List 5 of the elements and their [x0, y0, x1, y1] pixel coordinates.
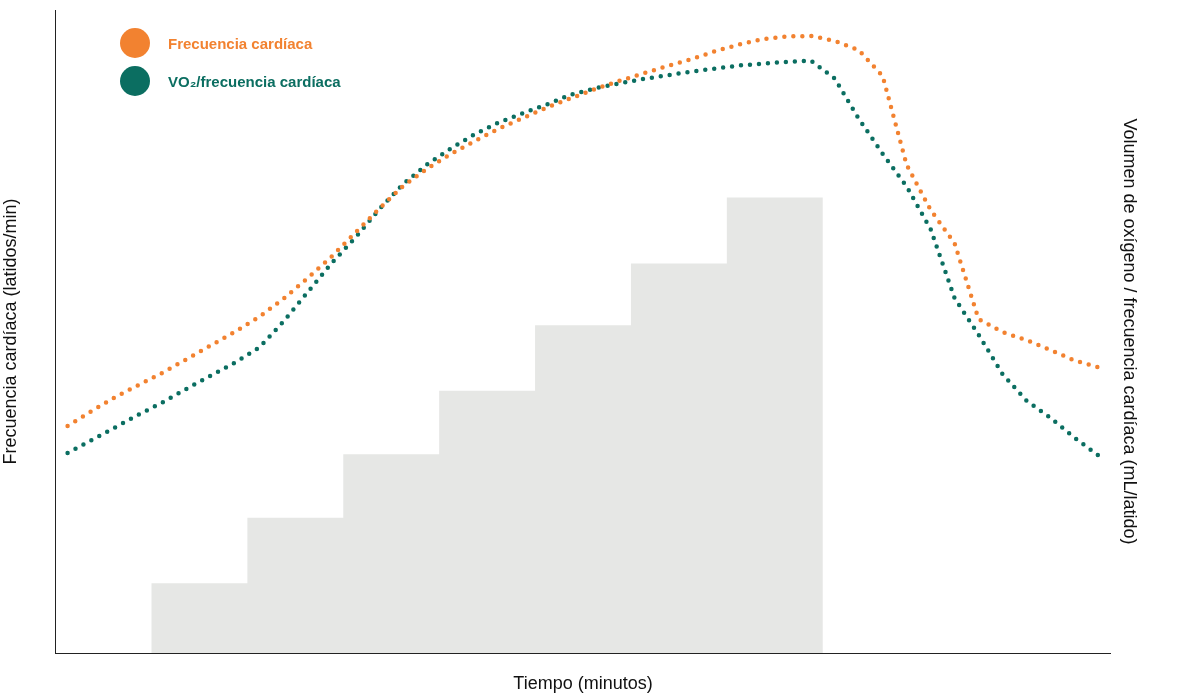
x-axis-title: Tiempo (minutos) — [513, 673, 653, 694]
legend-label: Frecuencia cardíaca — [168, 34, 313, 52]
y2-axis-title: Volumen de oxígeno / frecuencia cardíaca (mL/latido) — [1120, 118, 1141, 545]
legend-label: VO₂/frecuencia cardíaca — [168, 72, 341, 90]
y-axis-title: Frecuencia cardíaca (latidos/min) — [0, 198, 20, 465]
